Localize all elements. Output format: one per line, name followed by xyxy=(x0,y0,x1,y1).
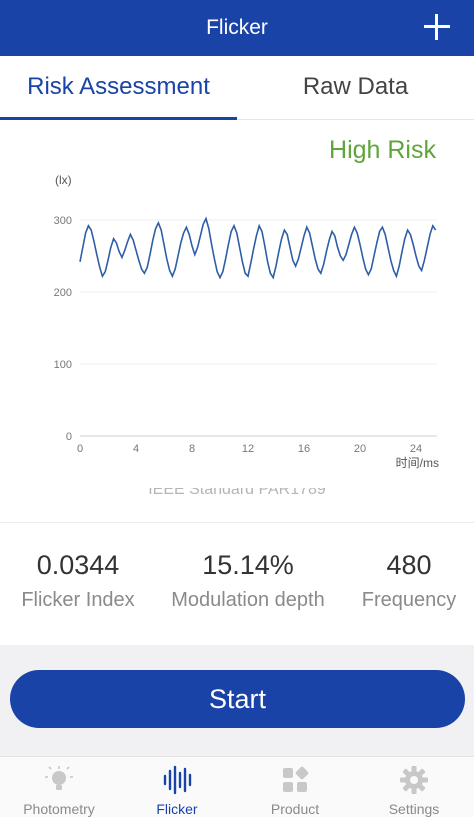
nav-label: Product xyxy=(270,801,320,817)
stat-flicker-index: 0.0344 Flicker Index xyxy=(8,550,148,612)
flicker-chart: 0 100 200 300 0 4 8 12 16 20 24 (lx) 时间/ms xyxy=(54,173,439,470)
x-tick-label: 12 xyxy=(242,443,254,455)
nav-label: Flicker xyxy=(156,801,198,817)
tab-risk-assessment[interactable]: Risk Assessment xyxy=(27,73,210,100)
x-tick-label: 4 xyxy=(133,443,139,455)
gear-icon xyxy=(400,766,428,794)
nav-label: Settings xyxy=(388,801,440,817)
standard-text: IEEE Standard PAR1789 xyxy=(148,488,326,498)
nav-label: Photometry xyxy=(23,801,95,817)
y-axis-label: (lx) xyxy=(55,173,72,187)
x-tick-label: 16 xyxy=(298,443,310,455)
x-axis-label: 时间/ms xyxy=(396,456,439,470)
y-tick-label: 100 xyxy=(54,359,72,371)
nav-item-photometry[interactable]: Photometry xyxy=(0,757,118,817)
tab-bar: Risk Assessment Raw Data xyxy=(0,56,474,120)
stat-label: Flicker Index xyxy=(21,589,135,611)
x-tick-label: 8 xyxy=(189,443,195,455)
bottom-nav: Photometry Flicker Product xyxy=(0,756,474,817)
stat-value: 480 xyxy=(386,550,432,580)
standard-caption: IEEE Standard PAR1789 xyxy=(0,488,474,502)
nav-item-product[interactable]: Product xyxy=(236,757,354,817)
divider xyxy=(0,522,474,523)
stat-value: 0.0344 xyxy=(36,550,120,580)
app-header: Flicker xyxy=(0,0,474,56)
stat-label: Frequency xyxy=(361,589,457,611)
chart-series-line xyxy=(79,216,437,280)
stat-label: Modulation depth xyxy=(171,589,325,611)
stat-modulation-depth: 15.14% Modulation depth xyxy=(158,550,338,612)
stat-value: 15.14% xyxy=(202,550,294,580)
y-tick-label: 0 xyxy=(66,431,72,443)
nav-item-flicker[interactable]: Flicker xyxy=(118,757,236,817)
lightbulb-icon xyxy=(45,766,73,790)
risk-level-label: High Risk xyxy=(329,136,436,164)
tab-raw-data[interactable]: Raw Data xyxy=(302,73,409,100)
plus-icon[interactable] xyxy=(422,12,452,42)
active-tab-indicator xyxy=(0,117,237,120)
grid-icon xyxy=(283,766,309,792)
stat-frequency: 480 Frequency xyxy=(350,550,468,612)
x-tick-label: 0 xyxy=(77,443,83,455)
x-tick-label: 20 xyxy=(354,443,366,455)
x-tick-label: 24 xyxy=(410,443,422,455)
start-button[interactable]: Start xyxy=(10,670,465,728)
y-tick-label: 300 xyxy=(54,215,72,227)
y-tick-label: 200 xyxy=(54,287,72,299)
nav-item-settings[interactable]: Settings xyxy=(355,757,473,817)
waveform-icon xyxy=(163,765,192,795)
page-title: Flicker xyxy=(206,16,268,39)
